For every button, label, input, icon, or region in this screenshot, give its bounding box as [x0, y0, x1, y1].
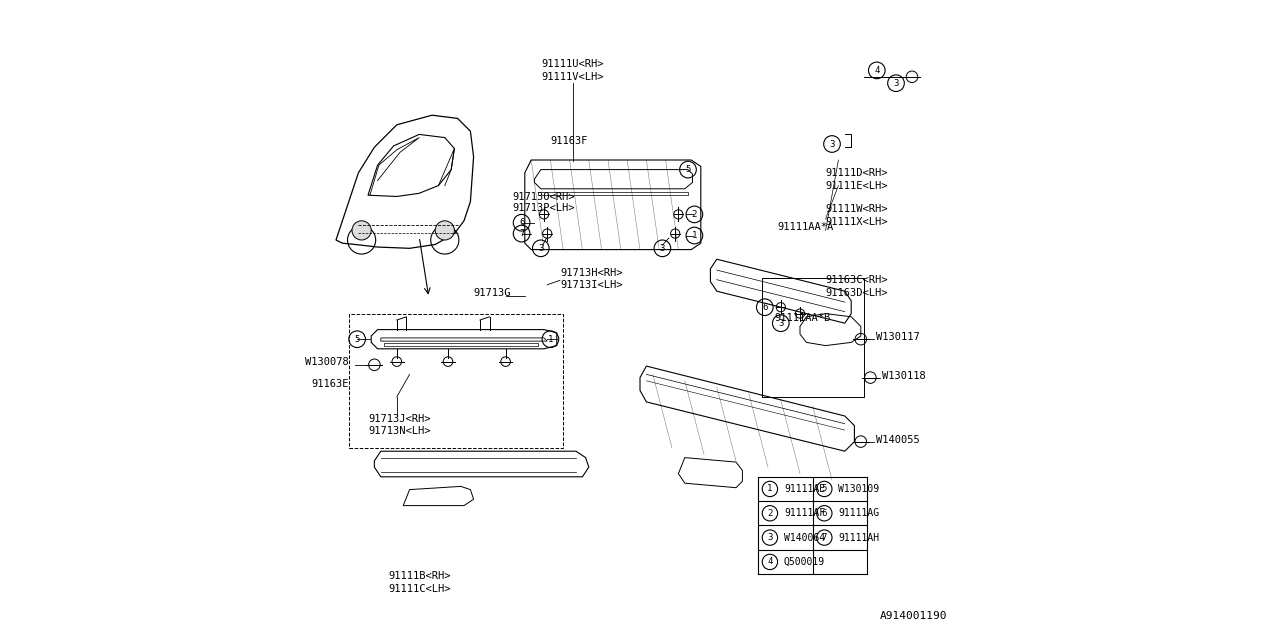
Text: W130118: W130118 [882, 371, 925, 381]
Text: 3: 3 [893, 79, 899, 88]
Text: W140055: W140055 [876, 435, 919, 445]
Text: 91163D<LH>: 91163D<LH> [826, 288, 888, 298]
Text: 91111X<LH>: 91111X<LH> [826, 218, 888, 227]
Text: 4: 4 [767, 557, 773, 566]
Text: 91163E: 91163E [311, 379, 348, 389]
Text: W130078: W130078 [305, 357, 348, 367]
Text: 6: 6 [518, 218, 525, 227]
Text: 3: 3 [778, 319, 783, 328]
Text: 1: 1 [548, 335, 553, 344]
Text: 91111C<LH>: 91111C<LH> [388, 584, 451, 594]
Text: 91111E<LH>: 91111E<LH> [826, 181, 888, 191]
Text: 4: 4 [874, 66, 879, 75]
Text: 91111W<RH>: 91111W<RH> [826, 205, 888, 214]
Text: 91713O<RH>: 91713O<RH> [512, 192, 575, 202]
Text: 91713I<LH>: 91713I<LH> [561, 280, 622, 290]
Text: 91111V<LH>: 91111V<LH> [541, 72, 604, 82]
Text: 91111AH: 91111AH [838, 532, 879, 543]
Text: W140064: W140064 [783, 532, 826, 543]
Text: 91111D<RH>: 91111D<RH> [826, 168, 888, 178]
Text: 5: 5 [822, 484, 827, 493]
Text: 2: 2 [691, 210, 698, 219]
Text: 6: 6 [762, 303, 768, 312]
Text: 91713N<LH>: 91713N<LH> [369, 426, 430, 436]
Text: 91163C<RH>: 91163C<RH> [826, 275, 888, 285]
Text: 91713H<RH>: 91713H<RH> [561, 269, 622, 278]
Text: Q500019: Q500019 [783, 557, 826, 567]
Circle shape [435, 221, 454, 240]
Text: 91713G: 91713G [474, 288, 511, 298]
Text: 5: 5 [355, 335, 360, 344]
Text: 91111AG: 91111AG [838, 508, 879, 518]
Circle shape [352, 221, 371, 240]
Text: 3: 3 [659, 244, 666, 253]
Text: 91111AA*A: 91111AA*A [777, 223, 833, 232]
Text: 91111AF: 91111AF [783, 508, 826, 518]
Text: 91111AE: 91111AE [783, 484, 826, 494]
Text: 91713J<RH>: 91713J<RH> [369, 415, 430, 424]
Text: 3: 3 [829, 140, 835, 148]
Text: W130117: W130117 [876, 333, 919, 342]
Text: 1: 1 [767, 484, 773, 493]
Text: 91111B<RH>: 91111B<RH> [388, 572, 451, 581]
Text: A914001190: A914001190 [879, 611, 947, 621]
Text: 91111U<RH>: 91111U<RH> [541, 60, 604, 69]
Text: 91713P<LH>: 91713P<LH> [512, 204, 575, 213]
Text: 7: 7 [518, 229, 525, 238]
Text: 7: 7 [822, 533, 827, 542]
Text: 6: 6 [822, 509, 827, 518]
Text: 1: 1 [691, 231, 698, 240]
Text: 3: 3 [767, 533, 773, 542]
Text: 91111AA*B: 91111AA*B [774, 314, 831, 323]
Text: 5: 5 [685, 165, 691, 174]
Text: 2: 2 [767, 509, 773, 518]
Text: W130109: W130109 [838, 484, 879, 494]
Text: 3: 3 [538, 244, 544, 253]
Text: 91163F: 91163F [550, 136, 588, 146]
